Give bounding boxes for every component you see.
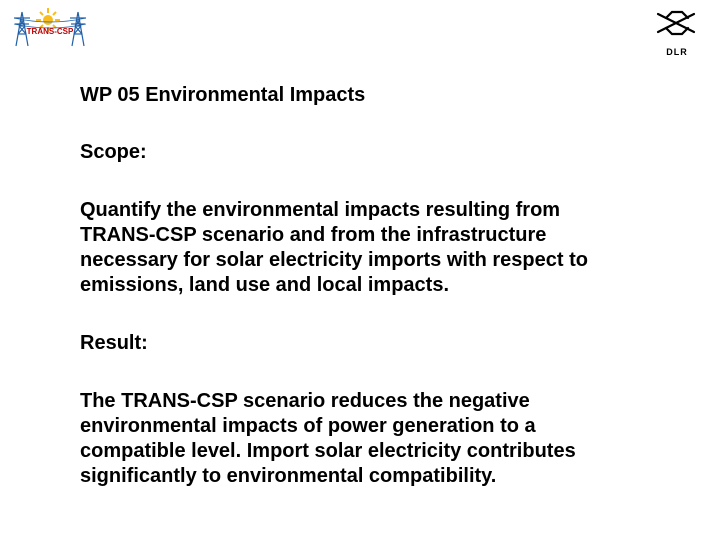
slide-content: WP 05 Environmental Impacts Scope: Quant… bbox=[80, 84, 640, 523]
dlr-logo: DLR bbox=[652, 8, 702, 57]
scope-text: Quantify the environmental impacts resul… bbox=[80, 198, 640, 298]
dlr-label: DLR bbox=[652, 47, 702, 57]
slide-title: WP 05 Environmental Impacts bbox=[80, 84, 640, 107]
result-text: The TRANS-CSP scenario reduces the negat… bbox=[80, 389, 640, 489]
trans-csp-logo: TRANS-CSP bbox=[10, 6, 102, 55]
scope-label: Scope: bbox=[80, 141, 640, 164]
trans-csp-label: TRANS-CSP bbox=[27, 27, 74, 36]
result-label: Result: bbox=[80, 332, 640, 355]
